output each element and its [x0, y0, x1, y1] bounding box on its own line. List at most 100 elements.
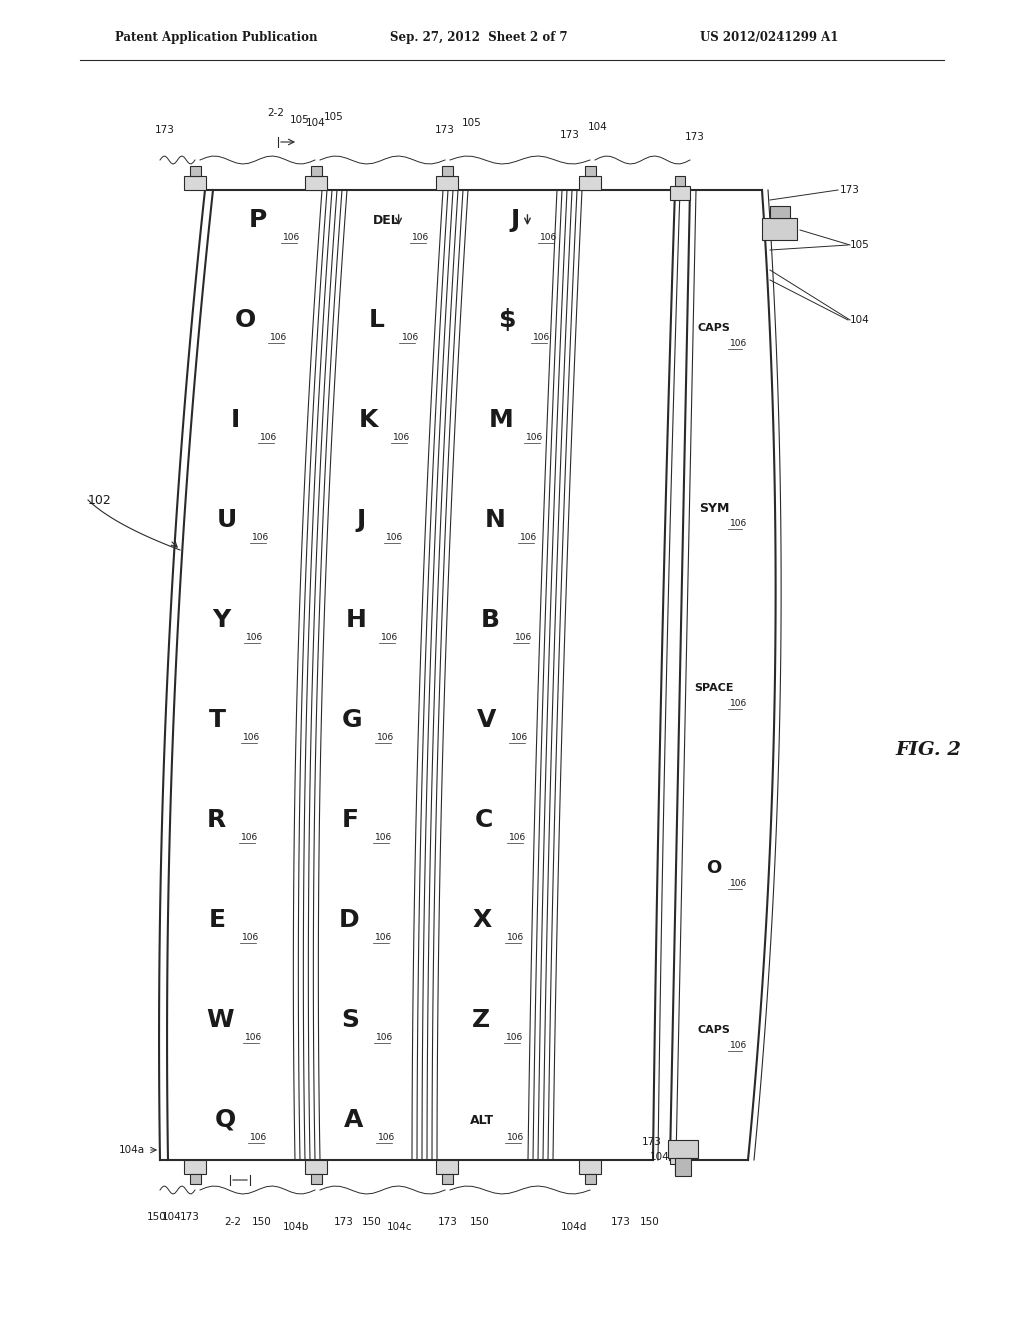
Text: 150: 150: [252, 1217, 272, 1228]
Text: B: B: [480, 609, 500, 632]
Bar: [190, 166, 201, 176]
Text: 150: 150: [470, 1217, 489, 1228]
Bar: [436, 176, 458, 190]
Text: 106: 106: [242, 933, 259, 942]
Text: FIG. 2: FIG. 2: [895, 741, 961, 759]
Text: 150: 150: [147, 1212, 167, 1222]
Text: 106: 106: [375, 833, 392, 842]
Text: 106: 106: [541, 234, 558, 243]
Bar: [762, 218, 797, 240]
Text: 173: 173: [642, 1137, 662, 1147]
Text: 104b: 104b: [283, 1222, 309, 1232]
Text: 2-2: 2-2: [267, 108, 285, 117]
Text: 104d: 104d: [650, 1152, 677, 1162]
Text: 104: 104: [306, 117, 326, 128]
Text: DEL: DEL: [374, 214, 400, 227]
Text: 104d: 104d: [561, 1222, 587, 1232]
Text: 106: 106: [381, 634, 398, 643]
Text: 105: 105: [850, 240, 869, 249]
Text: S: S: [342, 1008, 359, 1032]
Text: M: M: [488, 408, 513, 432]
Text: D: D: [339, 908, 359, 932]
Text: 106: 106: [730, 700, 748, 709]
Text: 105: 105: [325, 112, 344, 121]
Text: 104: 104: [588, 121, 608, 132]
Bar: [585, 1173, 596, 1184]
Text: 106: 106: [375, 933, 392, 942]
Text: 173: 173: [334, 1217, 354, 1228]
Text: A: A: [344, 1107, 364, 1133]
Text: $: $: [499, 308, 516, 333]
Text: 106: 106: [243, 734, 260, 742]
Text: J: J: [356, 508, 366, 532]
Bar: [442, 1173, 453, 1184]
Text: 173: 173: [685, 132, 705, 143]
Bar: [184, 176, 206, 190]
Text: 173: 173: [155, 125, 175, 135]
Text: 173: 173: [438, 1217, 458, 1228]
Text: 105: 105: [462, 117, 482, 128]
Text: O: O: [707, 859, 722, 876]
Text: 106: 106: [730, 879, 748, 888]
Text: W: W: [206, 1008, 233, 1032]
Text: ALT: ALT: [470, 1114, 494, 1126]
Text: 106: 106: [507, 1134, 524, 1143]
Text: 104c: 104c: [387, 1222, 413, 1232]
Text: 106: 106: [386, 533, 403, 543]
Bar: [668, 1140, 698, 1158]
Text: Z: Z: [472, 1008, 490, 1032]
Text: G: G: [342, 708, 362, 733]
Text: CAPS: CAPS: [697, 323, 730, 333]
Text: 106: 106: [506, 1034, 523, 1043]
Bar: [311, 1173, 322, 1184]
Bar: [305, 1160, 327, 1173]
Text: 173: 173: [560, 129, 580, 140]
Bar: [442, 166, 453, 176]
Text: E: E: [209, 908, 225, 932]
Text: 104: 104: [850, 315, 869, 325]
Text: R: R: [207, 808, 226, 832]
Text: 106: 106: [401, 334, 419, 342]
Text: 2-2: 2-2: [224, 1217, 242, 1228]
Text: L: L: [369, 308, 384, 333]
Text: 106: 106: [511, 734, 528, 742]
Text: 106: 106: [730, 339, 748, 348]
Text: 106: 106: [509, 833, 526, 842]
Text: 106: 106: [379, 1134, 395, 1143]
Text: 106: 106: [393, 433, 411, 442]
Text: 106: 106: [377, 734, 394, 742]
Text: 106: 106: [730, 520, 748, 528]
Bar: [675, 176, 685, 186]
Text: V: V: [477, 708, 496, 733]
Text: US 2012/0241299 A1: US 2012/0241299 A1: [700, 30, 839, 44]
Text: 106: 106: [412, 234, 429, 243]
Text: 106: 106: [245, 1034, 262, 1043]
Bar: [579, 1160, 601, 1173]
Text: 150: 150: [640, 1217, 659, 1228]
Text: Q: Q: [215, 1107, 236, 1133]
Text: I: I: [230, 408, 240, 432]
Text: 106: 106: [376, 1034, 393, 1043]
Text: Y: Y: [212, 609, 230, 632]
Text: 106: 106: [515, 634, 532, 643]
Text: X: X: [472, 908, 492, 932]
Text: 173: 173: [611, 1217, 631, 1228]
Text: 102: 102: [88, 494, 112, 507]
Bar: [579, 176, 601, 190]
Text: 106: 106: [520, 533, 538, 543]
Text: 150: 150: [362, 1217, 382, 1228]
Text: 106: 106: [250, 1134, 267, 1143]
Text: 173: 173: [435, 125, 455, 135]
Bar: [670, 186, 690, 201]
Text: O: O: [234, 308, 256, 333]
Text: 106: 106: [507, 933, 524, 942]
Text: U: U: [217, 508, 238, 532]
Text: 106: 106: [246, 634, 263, 643]
Bar: [305, 176, 327, 190]
Text: Patent Application Publication: Patent Application Publication: [115, 30, 317, 44]
Text: Sep. 27, 2012  Sheet 2 of 7: Sep. 27, 2012 Sheet 2 of 7: [390, 30, 567, 44]
Text: 105: 105: [290, 115, 310, 125]
Bar: [436, 1160, 458, 1173]
Text: 104a: 104a: [119, 1144, 145, 1155]
Text: 106: 106: [260, 433, 278, 442]
